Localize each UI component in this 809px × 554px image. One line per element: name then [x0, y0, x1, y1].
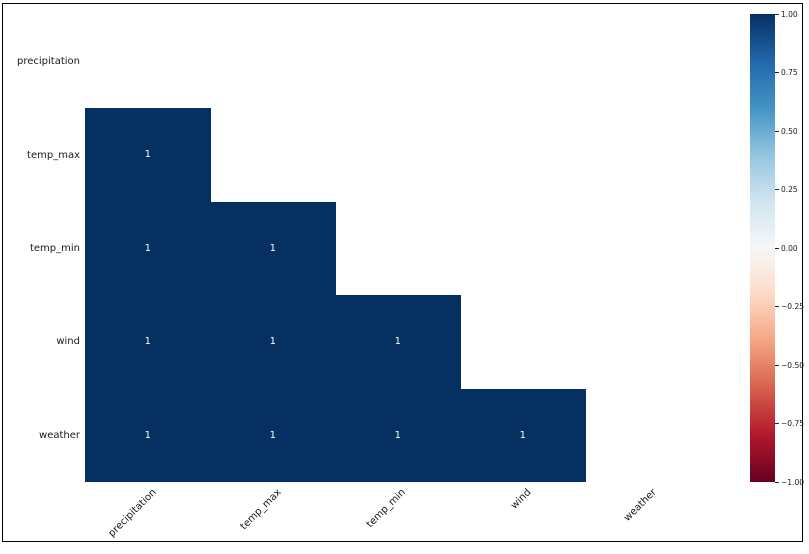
colorbar-tick — [775, 423, 779, 424]
heatmap-cell: 1 — [210, 201, 336, 296]
cell-annotation: 1 — [394, 336, 401, 348]
cell-annotation: 1 — [269, 429, 276, 441]
cell-annotation: 1 — [144, 336, 151, 348]
colorbar-tick-label: 0.00 — [781, 243, 798, 253]
y-axis-label: temp_min — [29, 243, 80, 254]
heatmap-cell: 1 — [85, 201, 211, 296]
colorbar-tick-label: 0.50 — [781, 126, 798, 136]
cell-annotation: 1 — [144, 429, 151, 441]
colorbar-tick — [775, 72, 779, 73]
y-axis-label: precipitation — [17, 56, 80, 68]
colorbar-tick-label: 1.00 — [781, 9, 798, 19]
colorbar-tick — [775, 247, 779, 249]
heatmap-cell: 1 — [210, 388, 336, 483]
colorbar-tick-label: 0.25 — [781, 185, 798, 194]
colorbar-tick-label: 0.75 — [781, 68, 798, 77]
heatmap-cell: 1 — [335, 295, 461, 390]
y-axis-label: wind — [56, 336, 80, 348]
y-axis-label: weather — [39, 429, 80, 441]
x-axis-label: precipitation — [105, 487, 159, 540]
colorbar-tick-label: −0.25 — [781, 302, 804, 311]
x-axis-label: temp_min — [365, 487, 409, 531]
x-axis-label: weather — [621, 487, 659, 524]
colorbar-tick — [775, 481, 779, 483]
heatmap-cell: 1 — [85, 108, 211, 203]
colorbar-tick-label: −1.00 — [781, 477, 804, 487]
colorbar-tick-label: −0.50 — [781, 360, 804, 370]
cell-annotation: 1 — [269, 242, 276, 254]
cell-annotation: 1 — [144, 242, 151, 254]
colorbar-tick — [775, 130, 779, 132]
x-axis-label: temp_max — [238, 487, 284, 533]
colorbar-tick — [775, 306, 779, 307]
heatmap-cell: 1 — [85, 295, 211, 390]
heatmap-cell: 1 — [460, 388, 586, 483]
colorbar-tick-label: −0.75 — [781, 419, 804, 428]
colorbar-tick — [775, 13, 779, 15]
heatmap-cell: 1 — [85, 388, 211, 483]
heatmap-cell: 1 — [335, 388, 461, 483]
y-axis-label: temp_max — [27, 149, 80, 161]
colorbar — [750, 14, 775, 482]
cell-annotation: 1 — [394, 429, 401, 441]
heatmap-cell: 1 — [210, 295, 336, 390]
colorbar-tick — [775, 189, 779, 190]
colorbar-tick — [775, 364, 779, 366]
x-axis-label: wind — [508, 487, 534, 512]
cell-annotation: 1 — [269, 336, 276, 348]
cell-annotation: 1 — [144, 149, 151, 161]
cell-annotation: 1 — [519, 429, 526, 441]
